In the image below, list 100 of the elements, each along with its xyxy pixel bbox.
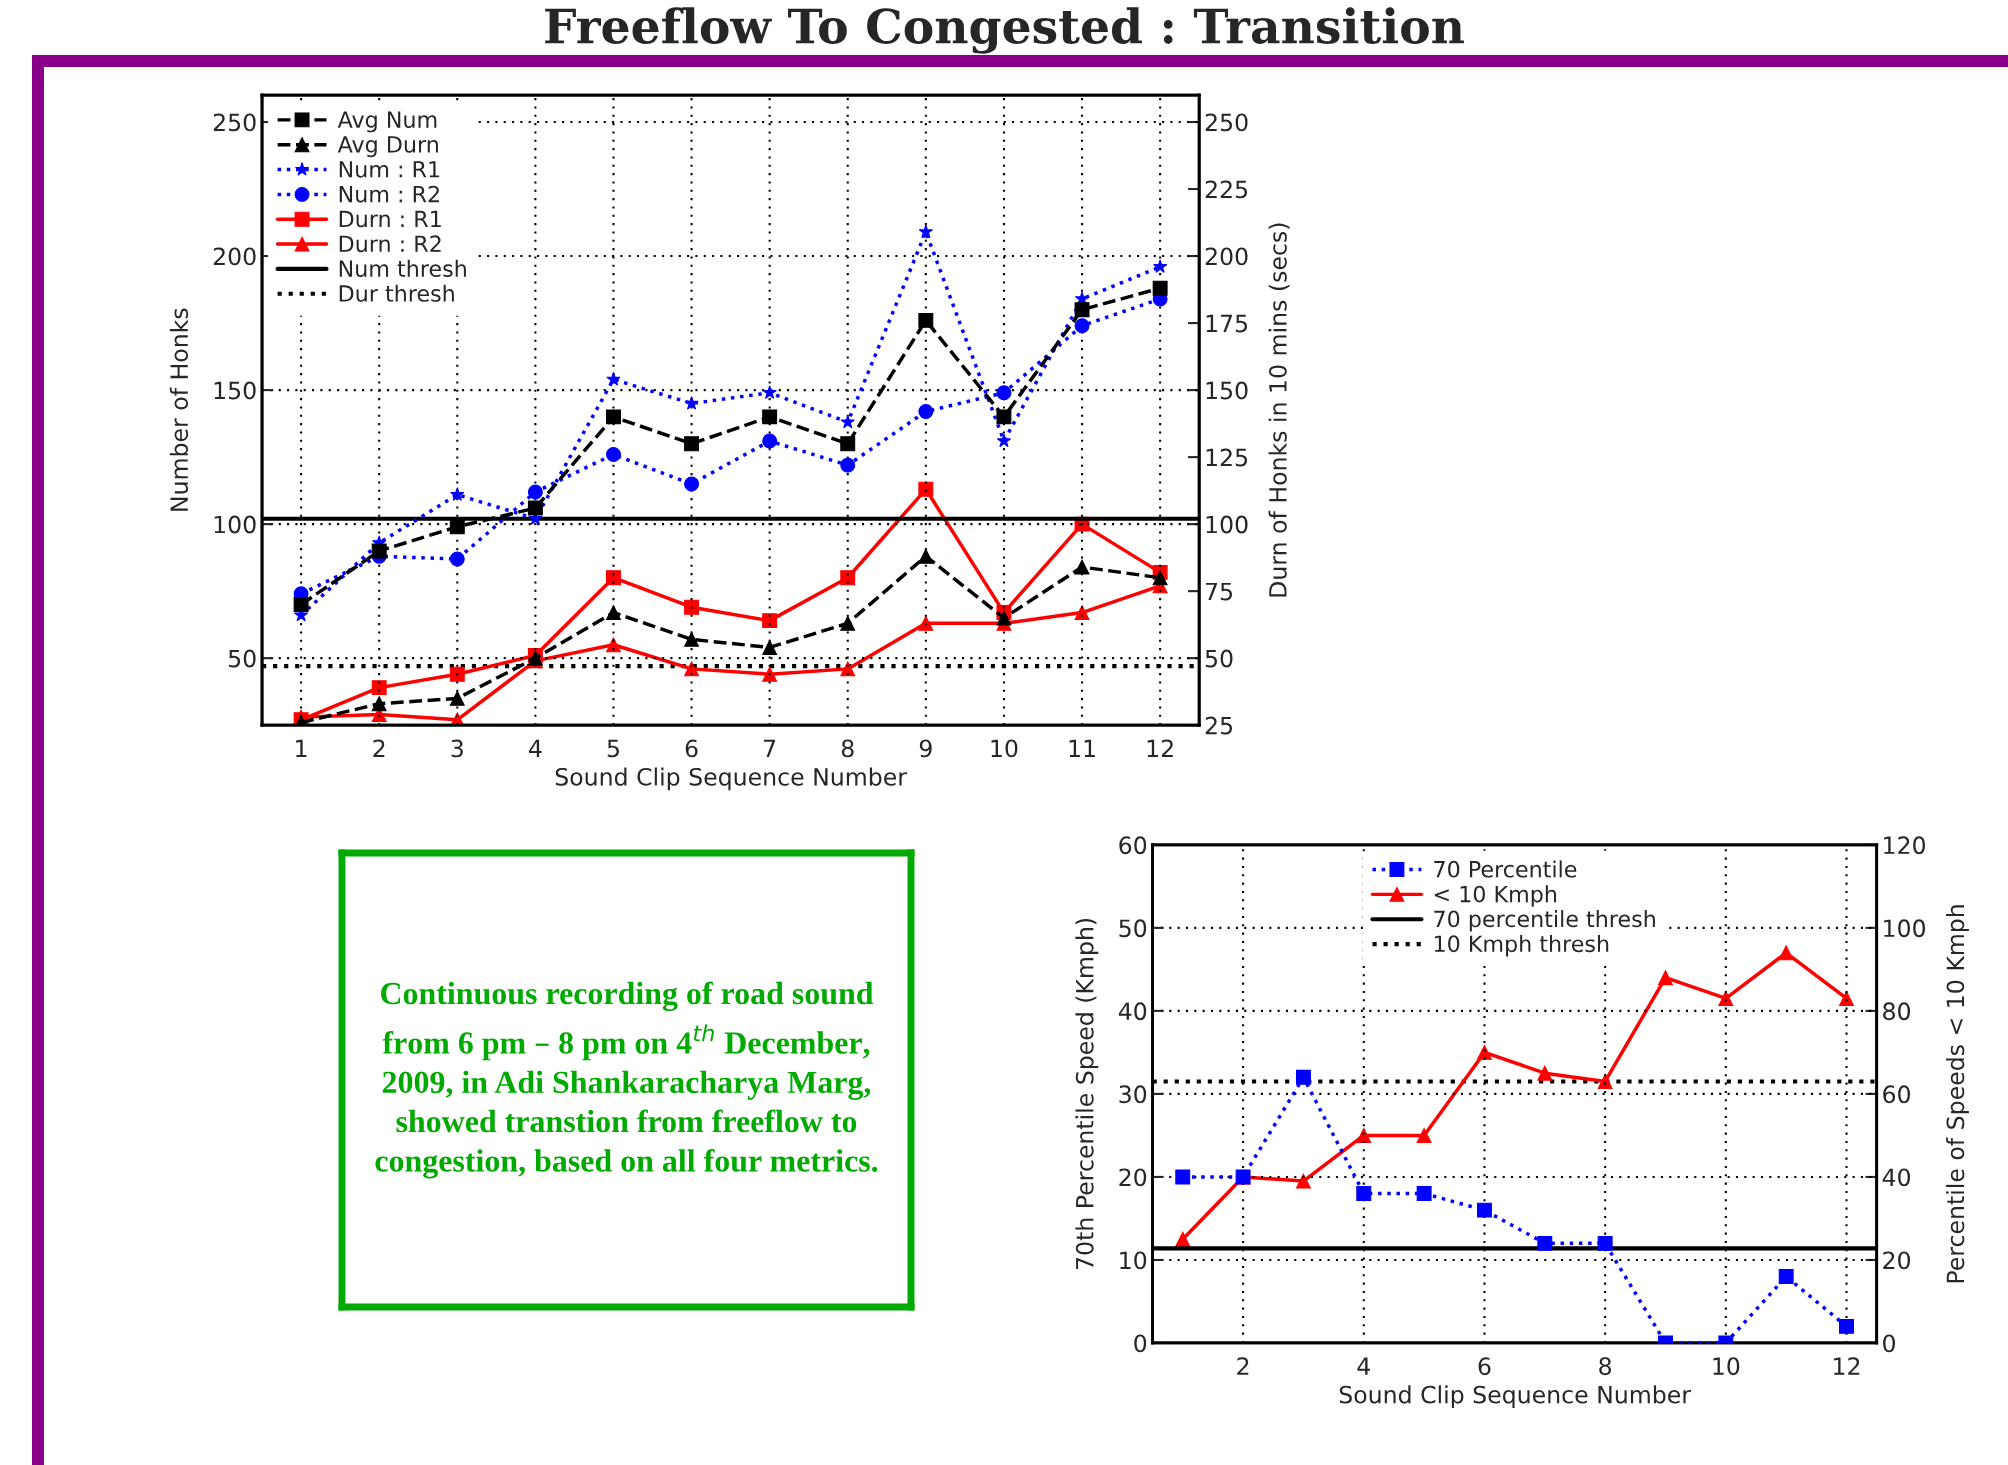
legend-label: Avg Durn xyxy=(337,136,438,158)
point xyxy=(606,371,621,386)
point xyxy=(684,436,700,452)
point xyxy=(1175,1169,1191,1185)
point xyxy=(1839,1318,1854,1334)
point xyxy=(762,409,778,425)
legend-label: 70 percentile thresh xyxy=(1434,910,1655,932)
point xyxy=(1778,945,1794,961)
point xyxy=(1476,1044,1492,1060)
x-tick-label: 7 xyxy=(764,739,776,757)
point xyxy=(762,666,778,682)
y2-tick-label: 40 xyxy=(1882,1168,1911,1187)
point xyxy=(918,615,934,631)
point xyxy=(840,661,856,677)
y-tick-label: 30 xyxy=(1119,1085,1147,1104)
y-tick-label: 60 xyxy=(1119,836,1147,855)
point xyxy=(840,414,855,429)
y2-axis-title: Durn of Honks in 10 mins (secs) xyxy=(1268,223,1290,597)
point xyxy=(371,696,387,712)
y2-tick-label: 225 xyxy=(1205,180,1248,199)
legend-label: 70 Percentile xyxy=(1434,860,1577,878)
point xyxy=(1074,302,1090,318)
point xyxy=(1537,1065,1553,1081)
point xyxy=(1074,318,1090,334)
y-tick-label: 0 xyxy=(1134,1334,1147,1353)
x-axis-title: Sound Clip Sequence Number xyxy=(555,767,907,791)
point xyxy=(840,457,856,473)
point xyxy=(1476,1202,1492,1218)
point xyxy=(1295,1069,1311,1085)
point xyxy=(1416,1127,1432,1143)
y-tick-label: 50 xyxy=(228,649,256,668)
point xyxy=(684,599,700,615)
point xyxy=(606,570,621,586)
point xyxy=(1778,1269,1794,1285)
y2-tick-label: 80 xyxy=(1883,1002,1911,1021)
y-tick-label: 50 xyxy=(1119,919,1147,938)
text: Continuous recording of road sound from 6 pm – 8 pm on 4$^{th}$ December, 2009, in Adi Shankaracharya Marg, showed transtion from freeflow to congestion, based on all four metrics. xyxy=(375,981,878,1179)
point xyxy=(1153,259,1168,273)
y-tick-label: 150 xyxy=(214,381,256,400)
y-axis-title: 70th Percentile Speed (Kmph) xyxy=(1075,918,1099,1270)
point xyxy=(1597,1235,1613,1251)
y2-tick-label: 100 xyxy=(1884,919,1926,938)
y2-tick-label: 20 xyxy=(1883,1251,1911,1270)
x-tick-label: 1 xyxy=(296,739,307,757)
y2-tick-label: 125 xyxy=(1206,448,1248,467)
point xyxy=(996,409,1012,425)
point xyxy=(606,409,621,425)
point xyxy=(996,385,1012,401)
x-tick-label: 10 xyxy=(991,739,1018,758)
legend-label: < 10 Kmph xyxy=(1434,885,1557,907)
legend-label: Avg Num xyxy=(337,111,437,133)
point xyxy=(1658,970,1673,986)
legend-label: Num : R1 xyxy=(339,161,440,178)
chart-title: Freeflow To Congested : Transition xyxy=(545,7,1464,54)
x-tick-label: 2 xyxy=(373,739,385,757)
point xyxy=(1074,605,1090,621)
point xyxy=(1537,1235,1553,1251)
y2-tick-label: 25 xyxy=(1205,716,1233,735)
point xyxy=(371,680,387,696)
point xyxy=(918,404,934,419)
point xyxy=(762,613,778,629)
y2-tick-label: 120 xyxy=(1884,836,1926,855)
x-axis-title: Sound Clip Sequence Number xyxy=(1339,1385,1692,1409)
point xyxy=(684,396,699,410)
legend-label: Durn : R2 xyxy=(339,235,441,253)
y2-tick-label: 100 xyxy=(1206,515,1248,534)
point xyxy=(527,484,543,500)
x-tick-label: 8 xyxy=(1599,1357,1612,1376)
point xyxy=(918,481,934,497)
point xyxy=(918,548,934,564)
point xyxy=(1295,1173,1311,1189)
x-tick-label: 5 xyxy=(607,739,619,758)
point xyxy=(527,500,543,516)
x-tick-label: 12 xyxy=(1147,739,1173,757)
y2-tick-label: 200 xyxy=(1205,247,1248,266)
x-tick-label: 6 xyxy=(685,739,698,758)
point xyxy=(293,597,309,613)
y2-tick-label: 60 xyxy=(1883,1085,1911,1104)
legend-label: Num thresh xyxy=(339,259,466,278)
y-tick-label: 100 xyxy=(214,515,256,534)
x-tick-label: 8 xyxy=(841,739,854,758)
legend-label: Num : R2 xyxy=(339,185,439,203)
point xyxy=(684,476,700,492)
point xyxy=(762,433,778,449)
point xyxy=(1416,1186,1432,1201)
point xyxy=(1597,1074,1613,1089)
point xyxy=(918,224,933,239)
y-tick-label: 10 xyxy=(1120,1251,1147,1270)
y-tick-label: 250 xyxy=(213,113,256,132)
x-tick-label: 4 xyxy=(529,739,542,757)
point xyxy=(1356,1186,1372,1201)
legend-label: 10 Kmph thresh xyxy=(1434,934,1609,957)
y2-tick-label: 0 xyxy=(1883,1334,1895,1353)
point xyxy=(1839,990,1854,1006)
point xyxy=(449,690,465,706)
point xyxy=(996,433,1012,448)
point xyxy=(840,436,856,452)
point xyxy=(1152,570,1168,586)
point xyxy=(1356,1127,1372,1143)
y-tick-label: 200 xyxy=(213,247,256,266)
